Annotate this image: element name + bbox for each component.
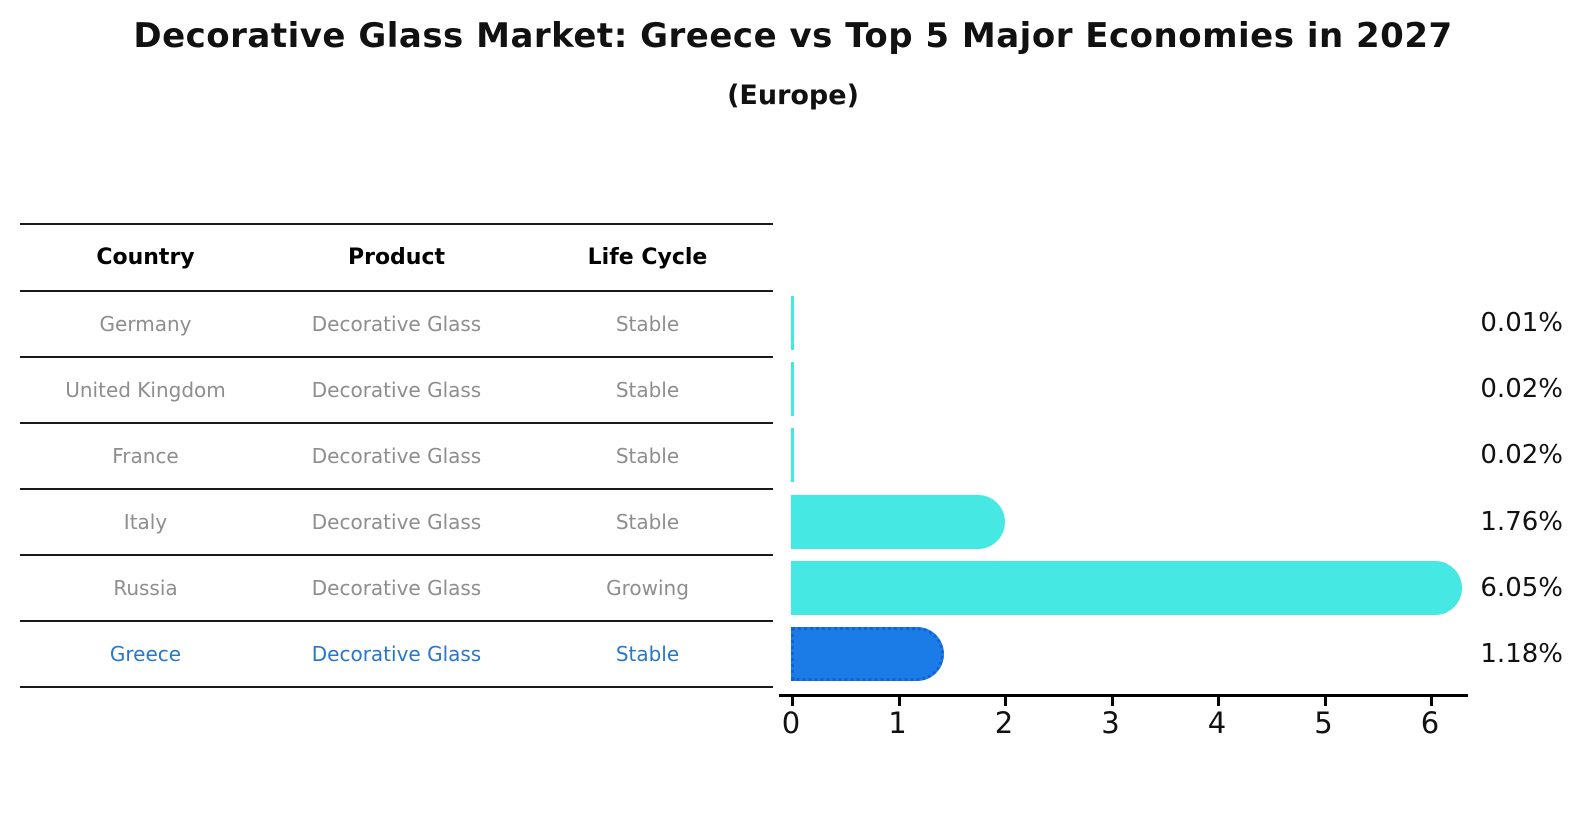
comparison-table: Country Product Life Cycle Germany Decor… [20, 223, 773, 688]
col-header-country: Country [96, 245, 195, 270]
value-label: 0.02% [1480, 440, 1563, 471]
value-label: 1.76% [1480, 506, 1563, 537]
bar [791, 494, 1006, 549]
cell-country: Germany [99, 312, 192, 336]
value-label: 1.18% [1480, 639, 1563, 669]
cell-lifecycle: Stable [615, 378, 680, 402]
table-row: France Decorative Glass Stable [20, 424, 773, 490]
x-tick-mark [1217, 696, 1220, 706]
x-tick-mark [1110, 696, 1114, 706]
cell-country: Russia [113, 576, 178, 600]
x-tick-mark [1004, 696, 1007, 706]
table-row: Italy Decorative Glass Stable [20, 490, 773, 556]
cell-country: United Kingdom [65, 378, 226, 402]
cell-country: Italy [123, 510, 168, 534]
x-tick-label: 0 [781, 706, 801, 740]
cell-product: Decorative Glass [311, 510, 482, 534]
chart-subtitle: (Europe) [727, 80, 859, 111]
x-tick-label: 1 [888, 706, 907, 740]
cell-lifecycle: Stable [615, 444, 680, 468]
x-tick-mark [897, 696, 901, 706]
x-tick-mark [1323, 696, 1327, 706]
cell-country: Greece [109, 642, 182, 666]
table-header-row: Country Product Life Cycle [20, 225, 773, 292]
col-header-lifecycle: Life Cycle [587, 245, 708, 270]
table-body: Germany Decorative Glass Stable United K… [20, 292, 773, 688]
cell-lifecycle: Stable [615, 642, 680, 666]
cell-lifecycle: Stable [615, 312, 680, 336]
bar [791, 362, 794, 417]
cell-product: Decorative Glass [311, 312, 482, 336]
x-tick-label: 2 [994, 706, 1014, 740]
cell-lifecycle: Growing [606, 576, 689, 600]
bar [791, 428, 794, 483]
x-tick-label: 3 [1101, 706, 1120, 740]
value-label: 6.05% [1480, 572, 1563, 603]
table-row: Germany Decorative Glass Stable [20, 292, 773, 358]
cell-product: Decorative Glass [311, 642, 482, 666]
cell-lifecycle: Stable [615, 510, 680, 534]
x-tick-mark [1430, 696, 1433, 706]
table-row: Russia Decorative Glass Growing [20, 556, 773, 622]
bar [791, 296, 794, 350]
col-header-product: Product [347, 245, 446, 270]
cell-country: France [112, 444, 179, 468]
bar [791, 627, 944, 681]
chart-title: Decorative Glass Market: Greece vs Top 5… [133, 16, 1453, 56]
cell-product: Decorative Glass [311, 378, 482, 402]
cell-product: Decorative Glass [311, 444, 482, 468]
x-axis-line [779, 694, 1468, 697]
cell-product: Decorative Glass [311, 576, 482, 600]
table-row: United Kingdom Decorative Glass Stable [20, 358, 773, 424]
table-row: Greece Decorative Glass Stable [20, 622, 773, 688]
value-label: 0.01% [1480, 308, 1563, 338]
x-tick-label: 5 [1314, 706, 1333, 740]
x-tick-label: 4 [1207, 706, 1227, 740]
x-tick-label: 6 [1420, 706, 1440, 740]
x-tick-mark [791, 696, 794, 706]
bar [791, 560, 1463, 615]
value-label: 0.02% [1480, 374, 1563, 405]
